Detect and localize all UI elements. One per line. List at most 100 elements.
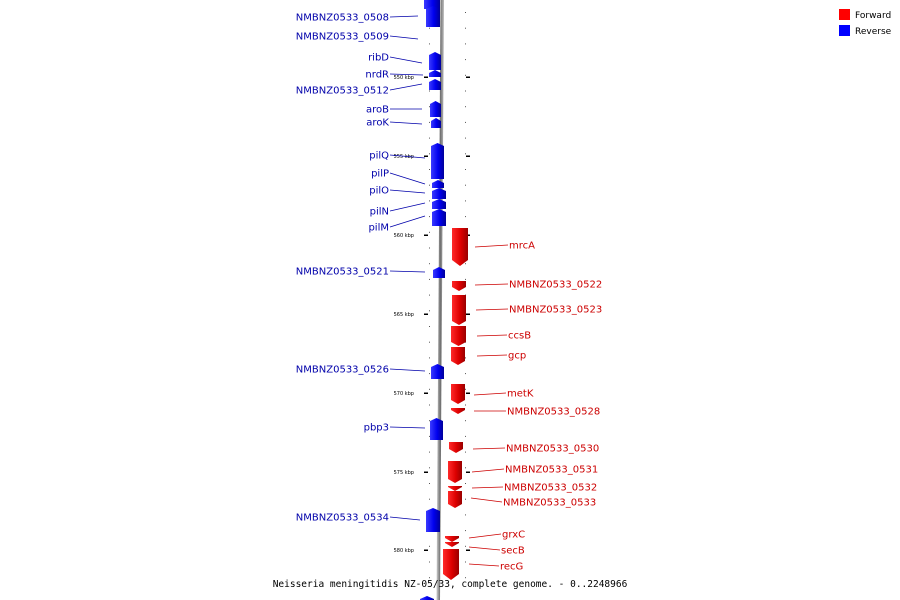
gene-label-ccsB[interactable]: ccsB [508,331,531,342]
gene-forward-mrcA[interactable] [452,228,468,266]
gene-forward-secB[interactable] [445,542,459,547]
gene-reverse-nrdR[interactable] [429,70,441,77]
gene-label-recG[interactable]: recG [500,562,523,573]
gene-label-grxC[interactable]: grxC [502,530,525,541]
gene-label-metK[interactable]: metK [507,389,534,400]
gene-label-NMBNZ0533_0534[interactable]: NMBNZ0533_0534 [296,513,389,524]
leader-line [389,202,426,212]
gene-label-NMBNZ0533_0531[interactable]: NMBNZ0533_0531 [505,465,598,476]
gene-label-NMBNZ0533_0509[interactable]: NMBNZ0533_0509 [296,32,389,43]
gene-label-gcp[interactable]: gcp [508,351,526,362]
gene-label-pilN[interactable]: pilN [370,207,389,218]
leader-line [470,497,503,503]
tick-label: 565 kbp [394,312,414,318]
gene-label-NMBNZ0533_0521[interactable]: NMBNZ0533_0521 [296,267,389,278]
gene-reverse-aroK[interactable] [431,118,441,128]
leader-line [389,516,421,521]
legend-swatch-forward [839,9,850,20]
gene-reverse-pilN[interactable] [432,199,446,209]
gene-label-pilQ[interactable]: pilQ [369,151,389,162]
leader-line [472,447,506,450]
gene-forward-NMBNZ0533_0522[interactable] [452,281,466,291]
gene-features [420,0,468,600]
gene-label-mrcA[interactable]: mrcA [509,241,535,252]
minor-tick-right [465,451,466,453]
gene-label-NMBNZ0533_0512[interactable]: NMBNZ0533_0512 [296,86,389,97]
gene-reverse-pbp3[interactable] [430,418,443,440]
gene-forward-gcp[interactable] [451,347,465,365]
gene-label-NMBNZ0533_0526[interactable]: NMBNZ0533_0526 [296,365,389,376]
gene-label-NMBNZ0533_0523[interactable]: NMBNZ0533_0523 [509,305,602,316]
leader-line [389,35,419,40]
minor-tick-right [465,59,466,61]
gene-label-NMBNZ0533_0522[interactable]: NMBNZ0533_0522 [509,280,602,291]
minor-tick-right [465,514,466,516]
minor-tick-left [429,153,430,155]
gene-forward-NMBNZ0533_0523[interactable] [452,295,466,325]
gene-forward-recG[interactable] [443,549,459,580]
gene-label-pilO[interactable]: pilO [369,186,389,197]
tick-label: 570 kbp [394,391,414,397]
minor-tick-left [429,388,430,390]
gene-reverse-NMBNZ0533_0521[interactable] [433,267,445,278]
major-tick-right [466,471,470,473]
leader-line [471,468,505,473]
gene-reverse-pilM[interactable] [432,209,446,226]
legend-label-reverse: Reverse [855,27,892,37]
major-tick-left [424,234,428,236]
gene-label-NMBNZ0533_0508[interactable]: NMBNZ0533_0508 [296,13,389,24]
gene-label-pilP[interactable]: pilP [371,169,389,180]
major-tick-left [424,313,428,315]
gene-label-NMBNZ0533_0532[interactable]: NMBNZ0533_0532 [504,483,597,494]
gene-label-pilM[interactable]: pilM [368,223,389,234]
gene-label-NMBNZ0533_0530[interactable]: NMBNZ0533_0530 [506,444,599,455]
gene-forward-grxC[interactable] [445,536,459,542]
minor-tick-right [465,435,466,437]
gene-forward-NMBNZ0533_0531[interactable] [448,461,462,483]
gene-reverse-pilO[interactable] [432,188,446,199]
gene-reverse-NMBNZ0533_0526[interactable] [431,364,444,379]
minor-tick-right [465,74,466,76]
genome-caption: Neisseria meningitidis NZ-05/33, complet… [273,579,628,590]
gene-reverse-NMBNZ0533_0508[interactable] [424,0,440,9]
gene-label-aroB[interactable]: aroB [366,105,389,116]
minor-tick-left [429,278,430,280]
gene-reverse-NMBNZ0533_0512[interactable] [429,79,441,90]
minor-tick-left [429,435,430,437]
gene-reverse-aroB[interactable] [430,101,441,117]
leader-line [389,426,426,429]
gene-reverse-NMBNZ0533_0509[interactable] [426,6,440,27]
gene-forward-NMBNZ0533_0533[interactable] [448,491,462,508]
minor-tick-right [465,106,466,108]
tick-label: 580 kbp [394,548,414,554]
gene-forward-NMBNZ0533_0528[interactable] [451,408,465,414]
gene-label-NMBNZ0533_0528[interactable]: NMBNZ0533_0528 [507,407,600,418]
gene-forward-ccsB[interactable] [451,326,466,346]
gene-reverse-ribD[interactable] [429,52,441,70]
minor-tick-right [465,404,466,406]
gene-forward-metK[interactable] [451,384,465,404]
minor-tick-right [465,420,466,422]
minor-tick-left [429,231,430,233]
minor-tick-right [465,577,466,579]
gene-label-secB[interactable]: secB [501,546,525,557]
leader-line [389,83,423,91]
gene-reverse-NMBNZ0533_0534[interactable] [426,508,440,532]
gene-reverse-pilQ[interactable] [431,143,444,179]
leader-line [476,354,508,357]
minor-tick-right [465,184,466,186]
gene-label-NMBNZ0533_0533[interactable]: NMBNZ0533_0533 [503,498,596,509]
gene-label-nrdR[interactable]: nrdR [365,70,389,81]
minor-tick-right [465,169,466,170]
gene-label-aroK[interactable]: aroK [366,118,389,129]
gene-forward-NMBNZ0533_0530[interactable] [449,442,463,453]
major-ticks: 550 kbp 555 kbp 560 kbp 565 kbp 570 kbp 575 k… [394,75,470,554]
gene-label-ribD[interactable]: ribD [368,53,389,64]
gene-reverse-pilP[interactable] [432,180,444,188]
gene-forward-NMBNZ0533_0532[interactable] [448,486,462,491]
minor-tick-left [429,216,430,218]
leader-line [389,56,423,64]
gene-label-pbp3[interactable]: pbp3 [364,423,389,434]
minor-tick-right [465,200,466,202]
